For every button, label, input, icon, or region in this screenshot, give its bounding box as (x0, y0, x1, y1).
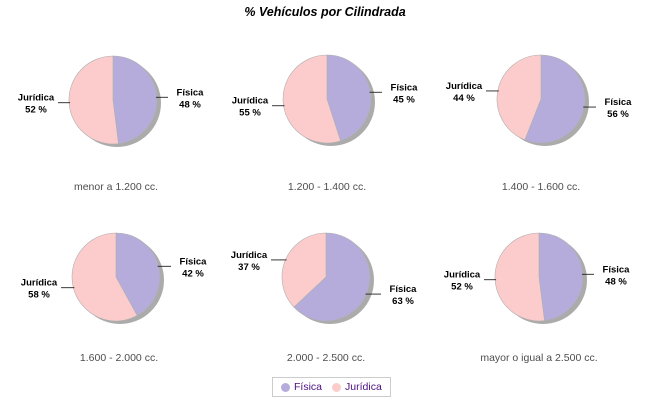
pie-caption-6: mayor o igual a 2.500 cc. (480, 352, 598, 364)
slice-label-name: Física (390, 284, 418, 295)
slice-label-name: Jurídica (232, 96, 269, 107)
slice-label-pct: 44 % (453, 93, 475, 104)
chart-title: % Vehículos por Cilindrada (244, 5, 406, 19)
slice-label-pct: 37 % (238, 262, 260, 273)
slice-label-name: Física (605, 97, 633, 108)
slice-label-pct: 58 % (28, 290, 50, 301)
slice-label-name: Jurídica (18, 93, 55, 104)
legend-item-fisica: Física (281, 381, 322, 393)
slice-label-name: Física (180, 256, 208, 267)
slice-label-pct: 52 % (25, 105, 47, 116)
slice-label-pct: 42 % (182, 268, 204, 279)
slice-label-name: Jurídica (21, 278, 58, 289)
legend-label-fisica: Física (294, 381, 323, 393)
pie-caption-3: 1.400 - 1.600 cc. (501, 181, 581, 193)
slice-label-name: Física (391, 82, 419, 93)
pie-caption-1: menor a 1.200 cc. (73, 181, 159, 193)
slice-label-pct: 45 % (393, 94, 415, 105)
slice-label-pct: 56 % (607, 109, 629, 120)
pie-slice-juridica (494, 232, 545, 322)
slice-label-pct: 48 % (605, 276, 627, 287)
fisica-swatch-icon (281, 382, 290, 392)
legend: Física Jurídica (272, 377, 391, 397)
slice-label-name: Física (177, 87, 205, 98)
slice-label-name: Jurídica (444, 270, 481, 281)
slice-label-name: Física (603, 264, 631, 275)
slice-label-name: Jurídica (231, 250, 268, 261)
slice-label-pct: 63 % (392, 296, 414, 307)
juridica-swatch-icon (332, 382, 342, 392)
pie-slice-juridica (68, 55, 119, 145)
slice-label-pct: 55 % (239, 108, 261, 119)
slice-label-pct: 52 % (451, 282, 473, 293)
slice-label-name: Jurídica (446, 81, 483, 92)
pie-caption-5: 2.000 - 2.500 cc. (286, 352, 366, 364)
legend-item-juridica: Jurídica (332, 381, 382, 393)
slice-label-pct: 48 % (179, 99, 201, 110)
legend-label-juridica: Jurídica (345, 381, 382, 393)
pie-caption-2: 1.200 - 1.400 cc. (287, 181, 367, 193)
pie-caption-4: 1.600 - 2.000 cc. (79, 352, 159, 364)
